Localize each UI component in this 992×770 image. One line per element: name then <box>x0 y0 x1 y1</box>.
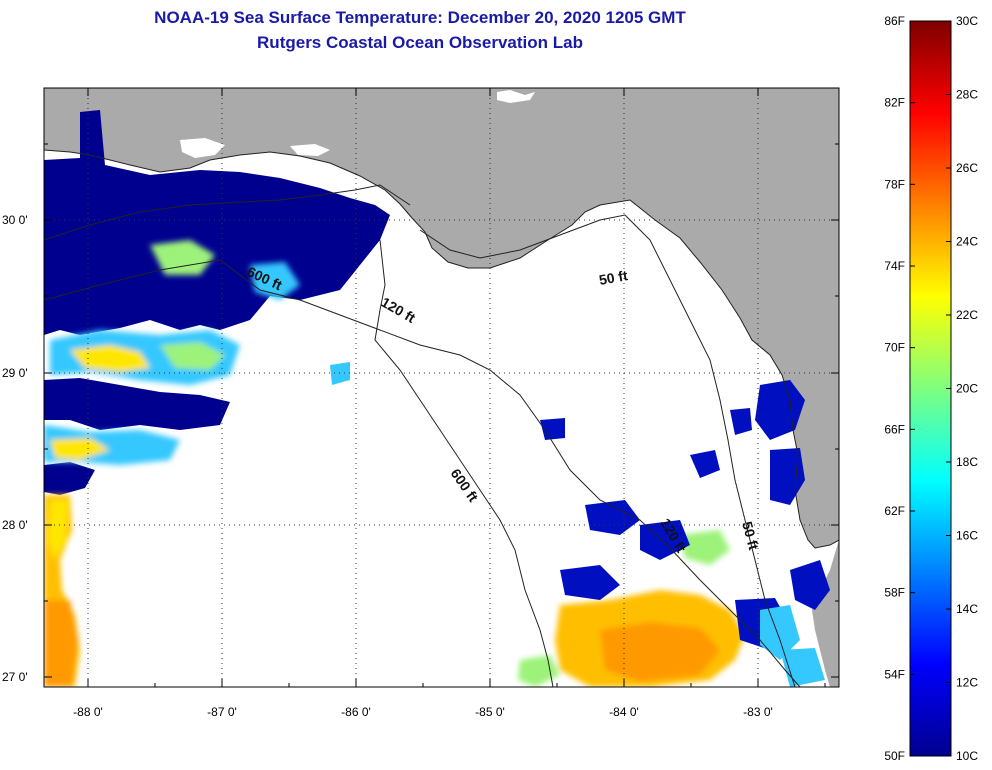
colorbar-label-f: 58F <box>884 586 905 600</box>
map-area: 600 ft 120 ft 50 ft 600 ft 120 ft 50 ft <box>44 88 839 687</box>
lon-label: -86 0' <box>341 705 371 719</box>
sst-cold-band <box>44 378 230 430</box>
axis-ticks <box>44 88 839 687</box>
contour-50ft <box>419 214 796 687</box>
colorbar-label-f: 62F <box>884 504 905 518</box>
lake <box>497 90 535 103</box>
colorbar-label-f: 54F <box>884 667 905 681</box>
sst-cold-band <box>44 462 95 495</box>
sst-warm-east <box>518 530 745 687</box>
contour-120ft <box>44 259 801 687</box>
colorbar-label-c: 14C <box>956 602 978 616</box>
colorbar-celsius-labels: 30C 28C 26C 24C 22C 20C 18C 16C 14C 12C 10C <box>956 14 978 763</box>
colorbar-label-c: 22C <box>956 308 978 322</box>
colorbar-label-f: 78F <box>884 177 905 191</box>
colorbar-label-c: 28C <box>956 88 978 102</box>
lon-label: -85 0' <box>475 705 505 719</box>
contour-label: 50 ft <box>739 520 762 552</box>
sst-mixed-west <box>44 240 300 465</box>
land-mass <box>44 88 839 548</box>
lat-label: 27 0' <box>2 670 28 684</box>
colorbar-label-c: 20C <box>956 382 978 396</box>
lon-label: -88 0' <box>73 705 103 719</box>
bay <box>180 138 225 158</box>
contour-label: 50 ft <box>598 267 629 288</box>
bay <box>290 144 330 156</box>
colorbar-fahrenheit-labels: 86F 82F 78F 74F 70F 66F 62F 58F 54F 50F <box>884 14 905 763</box>
map-title: NOAA-19 Sea Surface Temperature: Decembe… <box>154 8 686 27</box>
colorbar-label-c: 26C <box>956 161 978 175</box>
colorbar-label-c: 18C <box>956 455 978 469</box>
land-mass-south <box>812 540 839 687</box>
sst-warm-west <box>44 495 80 687</box>
map-border <box>43 87 840 688</box>
contour-600ft <box>374 239 554 687</box>
colorbar-label-f: 66F <box>884 422 905 436</box>
colorbar-label-c: 24C <box>956 235 978 249</box>
colorbar-label-f: 74F <box>884 259 905 273</box>
contour-600ft-north <box>44 184 411 241</box>
lat-label: 28 0' <box>2 518 28 532</box>
colorbar-label-f: 86F <box>884 14 905 28</box>
colorbar-label-f: 50F <box>884 749 905 763</box>
colorbar-label-c: 16C <box>956 529 978 543</box>
colorbar-label-c: 30C <box>956 14 978 28</box>
sst-cold-region <box>44 110 390 335</box>
colorbar <box>909 20 952 757</box>
colorbar-label-c: 12C <box>956 676 978 690</box>
lat-label: 29 0' <box>2 366 28 380</box>
lon-label: -83 0' <box>743 705 773 719</box>
colorbar-label-f: 70F <box>884 341 905 355</box>
lat-label: 30 0' <box>2 213 28 227</box>
colorbar-label-c: 10C <box>956 749 978 763</box>
colorbar-label-f: 82F <box>884 96 905 110</box>
lon-label: -87 0' <box>207 705 237 719</box>
coastline <box>44 149 839 549</box>
lon-label: -84 0' <box>609 705 639 719</box>
colorbar-ticks <box>910 20 951 757</box>
map-subtitle: Rutgers Coastal Ocean Observation Lab <box>257 33 583 52</box>
